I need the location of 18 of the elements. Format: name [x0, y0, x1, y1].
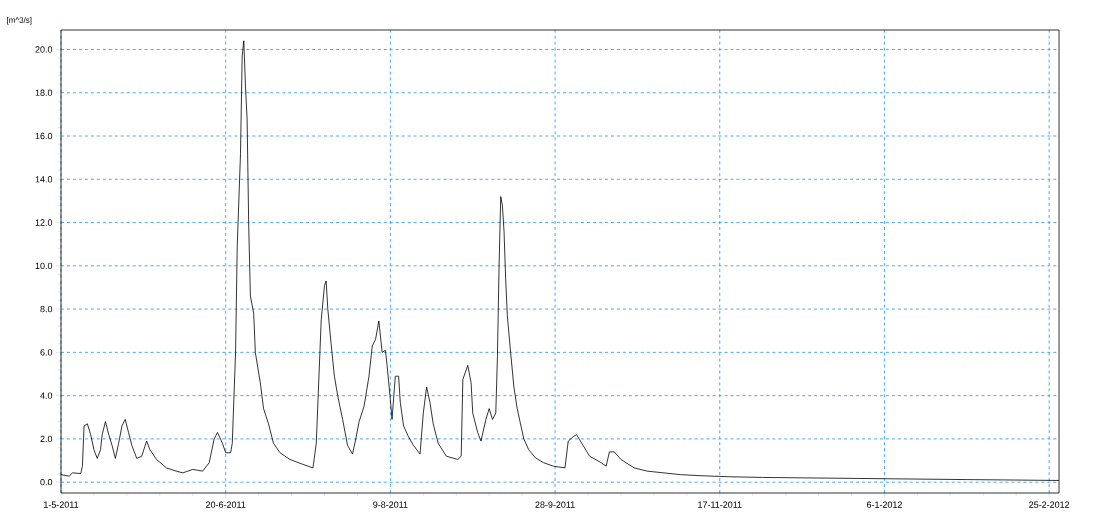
y-tick-label: 2.0 [40, 435, 53, 443]
y-tick-label: 6.0 [40, 349, 53, 356]
y-tick-label: 4.0 [40, 392, 53, 399]
x-tick-label: 17-11-2011 [698, 501, 742, 508]
x-tick-label: 20-6-2011 [206, 501, 246, 508]
x-tick-label: 25-2-2012 [1029, 501, 1070, 508]
y-tick-label: 12.0 [35, 219, 53, 226]
y-tick-label: 18.0 [35, 89, 53, 96]
y-tick-label: 8.0 [40, 305, 53, 313]
x-tick-label: 28-9-2011 [535, 501, 575, 508]
y-tick-label: 14.0 [35, 176, 53, 183]
x-tick-label: 6-1-2012 [866, 501, 902, 508]
y-tick-label: 0.0 [40, 479, 53, 486]
y-tick-label: 16.0 [35, 132, 53, 140]
x-tick-label: 1-5-2011 [44, 501, 79, 508]
x-tick-label: 9-8-2011 [373, 501, 408, 508]
y-tick-label: 20.0 [35, 46, 53, 53]
y-tick-label: 10.0 [35, 262, 53, 269]
